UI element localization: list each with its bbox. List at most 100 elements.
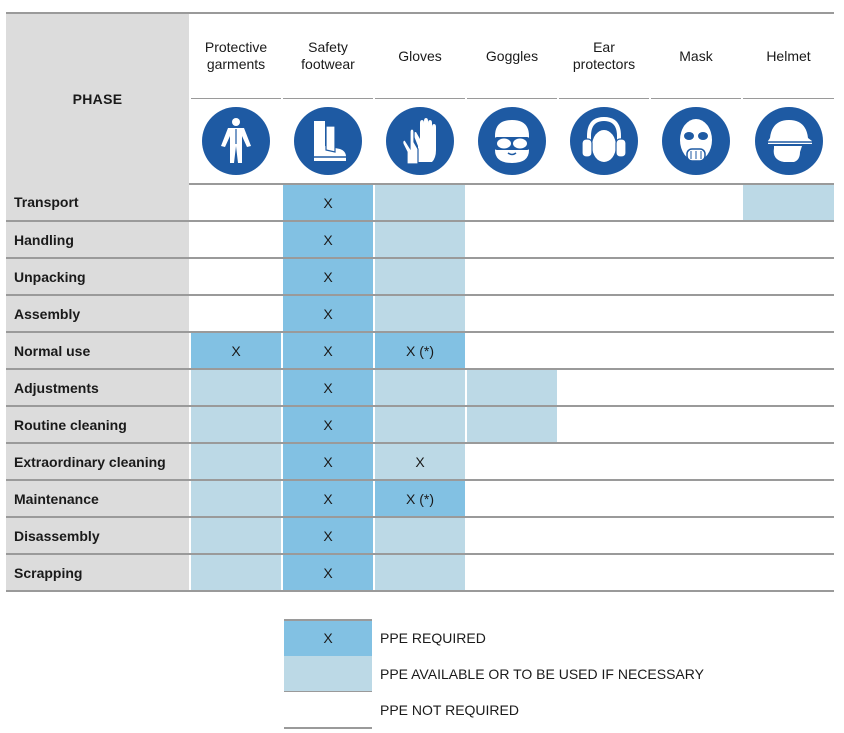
column-icon-cell xyxy=(281,98,374,185)
ppe-cell-avail xyxy=(741,184,834,222)
ppe-cell-notreq xyxy=(741,332,834,370)
ppe-cell-notreq xyxy=(189,295,282,333)
ppe-table: PHASE Protective garments Safety footwear Gl… xyxy=(6,12,834,592)
ppe-cell-notreq xyxy=(465,332,558,370)
ppe-cell-avail xyxy=(465,406,558,444)
column-icon-cell xyxy=(741,98,834,185)
table-row: Transport X xyxy=(6,184,834,222)
ppe-cell-notreq xyxy=(465,443,558,481)
ppe-cell-avail: X xyxy=(373,443,466,481)
ppe-cell-notreq xyxy=(189,221,282,259)
ppe-cell-notreq xyxy=(189,258,282,296)
table-row: Handling X xyxy=(6,221,834,259)
column-header-label: Gloves xyxy=(398,47,442,64)
goggles-icon xyxy=(478,107,546,175)
ppe-cell-notreq xyxy=(465,480,558,518)
phase-label: Extraordinary cleaning xyxy=(6,443,190,481)
ear-protectors-icon xyxy=(570,107,638,175)
ppe-cell-notreq xyxy=(465,554,558,592)
ppe-cell-notreq xyxy=(649,369,742,407)
mask-icon xyxy=(662,107,730,175)
ppe-cell-avail xyxy=(373,258,466,296)
table-row: Disassembly X xyxy=(6,517,834,555)
table-row: Extraordinary cleaning X X xyxy=(6,443,834,481)
column-icon-cell xyxy=(465,98,558,185)
ppe-cell-avail xyxy=(373,406,466,444)
table-row: Maintenance X X (*) xyxy=(6,480,834,518)
ppe-cell-req: X xyxy=(281,184,374,222)
ppe-cell-notreq xyxy=(741,517,834,555)
ppe-cell-notreq xyxy=(649,517,742,555)
table-row: Adjustments X xyxy=(6,369,834,407)
ppe-cell-req: X xyxy=(281,369,374,407)
column-header-label: garments xyxy=(206,56,266,72)
ppe-cell-notreq xyxy=(741,369,834,407)
safety-footwear-icon xyxy=(294,107,362,175)
ppe-cell-notreq xyxy=(649,554,742,592)
ppe-cell-notreq xyxy=(189,184,282,222)
phase-label: Adjustments xyxy=(6,369,190,407)
ppe-cell-notreq xyxy=(465,258,558,296)
legend-swatch-req: X xyxy=(284,618,372,658)
phase-label: Disassembly xyxy=(6,517,190,555)
column-header: Mask xyxy=(649,12,742,99)
legend-swatch-notreq xyxy=(284,691,372,729)
ppe-cell-avail xyxy=(373,221,466,259)
ppe-cell-avail xyxy=(189,517,282,555)
ppe-cell-notreq xyxy=(649,480,742,518)
legend-label: PPE NOT REQUIRED xyxy=(380,702,519,718)
ppe-cell-avail xyxy=(189,554,282,592)
phase-label: Handling xyxy=(6,221,190,259)
ppe-cell-notreq xyxy=(557,443,650,481)
column-header-label: Ear xyxy=(593,39,615,55)
ppe-cell-notreq xyxy=(649,443,742,481)
ppe-cell-req: X xyxy=(281,554,374,592)
ppe-cell-req: X xyxy=(281,443,374,481)
ppe-cell-req: X xyxy=(281,332,374,370)
ppe-cell-req: X (*) xyxy=(373,332,466,370)
column-header-label: Mask xyxy=(679,47,713,64)
legend-label: PPE AVAILABLE OR TO BE USED IF NECESSARY xyxy=(380,666,704,682)
phase-label: Unpacking xyxy=(6,258,190,296)
ppe-cell-notreq xyxy=(557,184,650,222)
table-row: Assembly X xyxy=(6,295,834,333)
ppe-cell-notreq xyxy=(649,258,742,296)
ppe-cell-avail xyxy=(373,295,466,333)
column-header-label: protectors xyxy=(572,56,636,72)
ppe-cell-req: X xyxy=(281,480,374,518)
column-header-label: Helmet xyxy=(766,47,811,64)
phase-label: Maintenance xyxy=(6,480,190,518)
ppe-cell-notreq xyxy=(557,332,650,370)
ppe-cell-req: X xyxy=(281,258,374,296)
ppe-cell-notreq xyxy=(557,480,650,518)
legend-label: PPE REQUIRED xyxy=(380,630,486,646)
ppe-cell-notreq xyxy=(649,332,742,370)
ppe-cell-notreq xyxy=(741,221,834,259)
ppe-cell-avail xyxy=(189,443,282,481)
column-header: Ear protectors xyxy=(557,12,650,99)
column-header: Safety footwear xyxy=(281,12,374,99)
legend-item: PPE NOT REQUIRED xyxy=(284,691,704,729)
phase-label: Routine cleaning xyxy=(6,406,190,444)
ppe-cell-req: X xyxy=(281,406,374,444)
column-header: Helmet xyxy=(741,12,834,99)
legend-item: PPE AVAILABLE OR TO BE USED IF NECESSARY xyxy=(284,655,704,693)
ppe-cell-notreq xyxy=(557,258,650,296)
ppe-cell-req: X xyxy=(281,221,374,259)
ppe-cell-notreq xyxy=(557,517,650,555)
ppe-cell-avail xyxy=(189,369,282,407)
column-header: Protective garments xyxy=(189,12,282,99)
ppe-cell-avail xyxy=(373,517,466,555)
column-icon-cell xyxy=(373,98,466,185)
column-header-label: Goggles xyxy=(485,47,539,64)
ppe-cell-notreq xyxy=(649,221,742,259)
gloves-icon xyxy=(386,107,454,175)
ppe-cell-notreq xyxy=(741,443,834,481)
ppe-cell-avail xyxy=(189,480,282,518)
column-icon-cell xyxy=(189,98,282,185)
phase-label: Assembly xyxy=(6,295,190,333)
protective-garments-icon xyxy=(202,107,270,175)
column-icon-cell xyxy=(649,98,742,185)
column-header: Gloves xyxy=(373,12,466,99)
ppe-cell-notreq xyxy=(741,406,834,444)
